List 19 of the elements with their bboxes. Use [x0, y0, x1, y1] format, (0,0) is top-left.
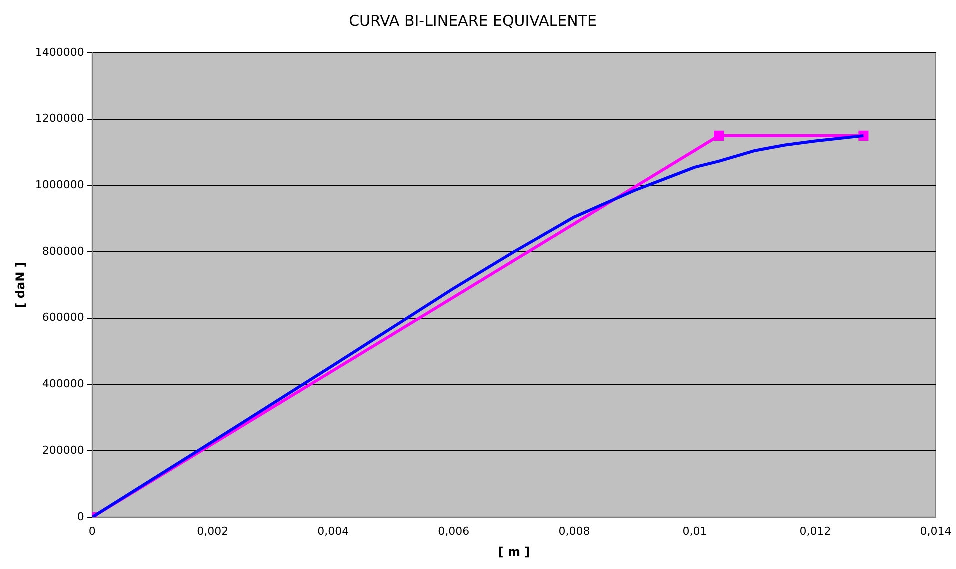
x-tick-label: 0,012 — [800, 524, 832, 538]
chart-title: CURVA BI-LINEARE EQUIVALENTE — [349, 12, 597, 30]
y-axis-title: [ daN ] — [13, 262, 28, 308]
x-tick-label: 0,004 — [318, 524, 350, 538]
y-tick-label: 400000 — [42, 378, 84, 391]
x-tick-label: 0,01 — [682, 524, 708, 538]
x-tick-label: 0,008 — [558, 524, 590, 538]
x-tick-label: 0,002 — [197, 524, 229, 538]
y-tick-label: 800000 — [42, 244, 84, 258]
y-tick-label: 600000 — [42, 311, 84, 324]
y-tick-label: 1200000 — [35, 112, 84, 126]
x-axis-title: [ m ] — [498, 544, 530, 559]
y-tick-label: 1400000 — [35, 46, 84, 59]
x-tick-label: 0 — [88, 524, 96, 538]
x-tick-label: 0,014 — [920, 524, 952, 538]
y-tick-label: 200000 — [42, 444, 84, 457]
y-tick-label: 1000000 — [35, 178, 84, 192]
x-tick-label: 0,006 — [438, 524, 470, 538]
y-tick-label: 0 — [77, 510, 84, 524]
